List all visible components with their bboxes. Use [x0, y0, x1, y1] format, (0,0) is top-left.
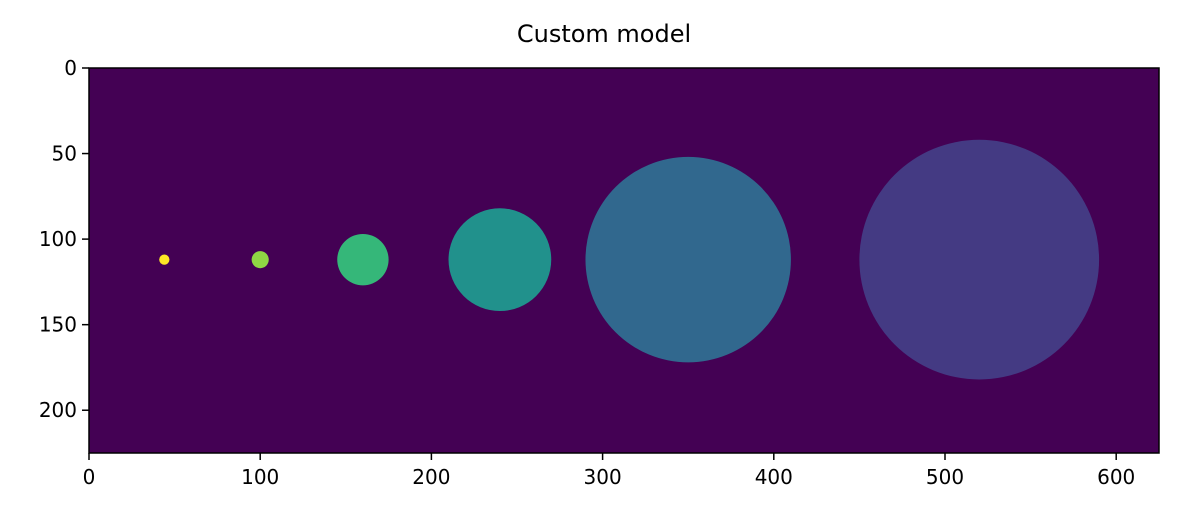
y-tick-label: 50: [52, 142, 77, 166]
image-marks: [159, 139, 1100, 380]
axes-frame: [88, 67, 1160, 454]
x-tick-label: 0: [83, 465, 96, 489]
x-tick-label: 600: [1097, 465, 1135, 489]
x-tick-label: 500: [926, 465, 964, 489]
y-tick-label: 100: [39, 227, 77, 251]
x-axis: 0 100 200 300 400 500 600: [83, 453, 1135, 489]
circle-mark-1: [159, 254, 170, 265]
x-tick-label: 300: [584, 465, 622, 489]
chart-title: Custom model: [517, 20, 691, 48]
y-tick-label: 200: [39, 398, 77, 422]
circle-mark-6: [859, 139, 1100, 380]
circle-mark-5: [585, 156, 791, 363]
y-axis: 0 50 100 150 200: [39, 56, 89, 422]
circle-mark-2: [251, 251, 269, 269]
circle-mark-3: [337, 233, 389, 286]
x-tick-label: 400: [755, 465, 793, 489]
circle-mark-4: [448, 208, 552, 312]
y-tick-label: 150: [39, 313, 77, 337]
x-tick-label: 200: [412, 465, 450, 489]
y-tick-label: 0: [64, 56, 77, 80]
x-tick-label: 100: [241, 465, 279, 489]
